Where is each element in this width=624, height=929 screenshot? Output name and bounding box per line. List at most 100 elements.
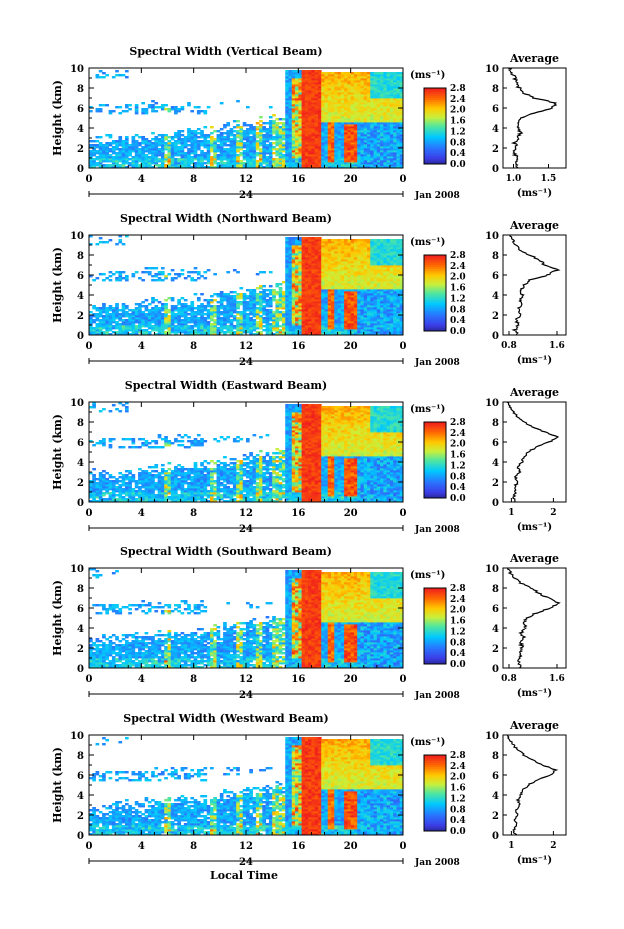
heatmap-cell	[327, 106, 332, 109]
heatmap-cell	[383, 84, 388, 87]
heatmap-cell	[363, 110, 368, 113]
heatmap-cell	[177, 136, 181, 139]
heatmap-cell	[105, 160, 110, 163]
heatmap-cell	[111, 313, 116, 316]
heatmap-cell	[304, 96, 309, 99]
heatmap-cell	[268, 297, 273, 300]
heatmap-cell	[223, 150, 227, 153]
heatmap-cell	[89, 146, 93, 149]
heatmap-cell	[367, 142, 371, 145]
heatmap-cell	[141, 148, 145, 151]
heatmap-cell	[160, 146, 165, 149]
heatmap-cell	[396, 108, 401, 111]
heatmap-cell	[92, 313, 96, 316]
heatmap-cell	[98, 76, 103, 79]
heatmap-cell	[131, 162, 136, 165]
heatmap-cell	[203, 305, 208, 308]
heatmap-cell	[160, 148, 165, 151]
heatmap-cell	[200, 136, 204, 139]
heatmap-cell	[317, 96, 322, 99]
heatmap-cell	[357, 82, 361, 85]
heatmap-cell	[347, 100, 352, 103]
heatmap-cell	[144, 166, 149, 169]
heatmap-cell	[298, 72, 302, 75]
heatmap-cell	[308, 106, 312, 109]
heatmap-cell	[285, 160, 289, 163]
heatmap-cell	[324, 140, 329, 143]
heatmap-cell	[324, 106, 329, 109]
heatmap-cell	[353, 106, 358, 109]
heatmap-cell	[304, 114, 309, 117]
heatmap-cell	[111, 317, 116, 320]
heatmap-cell	[174, 273, 178, 276]
heatmap-cell	[357, 158, 361, 161]
heatmap-cell	[108, 319, 113, 322]
heatmap-cell	[327, 144, 332, 147]
heatmap-cell	[321, 98, 325, 101]
heatmap-cell	[370, 108, 374, 111]
heatmap-cell	[353, 160, 358, 163]
heatmap-cell	[373, 108, 378, 111]
heatmap-cell	[141, 150, 145, 153]
colorbar-swatch	[424, 95, 446, 98]
heatmap-cell	[298, 154, 302, 157]
heatmap-cell	[281, 166, 286, 169]
heatmap-cell	[301, 120, 306, 123]
heatmap-cell	[268, 132, 273, 135]
heatmap-cell	[363, 146, 368, 149]
heatmap-cell	[376, 74, 381, 77]
heatmap-cell	[89, 160, 93, 163]
heatmap-cell	[108, 321, 113, 324]
heatmap-cell	[301, 74, 306, 77]
heatmap-cell	[124, 140, 129, 143]
heatmap-cell	[367, 164, 371, 167]
heatmap-cell	[154, 142, 159, 145]
heatmap-cell	[304, 88, 309, 91]
heatmap-cell	[337, 144, 342, 147]
heatmap-cell	[281, 138, 286, 141]
heatmap-cell	[337, 158, 342, 161]
heatmap-cell	[288, 146, 293, 149]
heatmap-cell	[389, 128, 394, 131]
heatmap-cell	[367, 76, 371, 79]
heatmap-cell	[246, 132, 250, 135]
heatmap-cell	[223, 152, 227, 155]
heatmap-cell	[389, 166, 394, 169]
heatmap-cell	[278, 142, 283, 145]
heatmap-cell	[337, 126, 342, 129]
heatmap-cell	[344, 128, 348, 131]
heatmap-cell	[327, 112, 332, 115]
heatmap-cell	[210, 132, 214, 135]
heatmap-cell	[206, 162, 211, 165]
heatmap-cell	[108, 317, 113, 320]
heatmap-cell	[357, 100, 361, 103]
heatmap-cell	[317, 144, 322, 147]
heatmap-cell	[272, 136, 276, 139]
heatmap-cell	[219, 140, 224, 143]
colorbar-swatch	[424, 141, 446, 144]
heatmap-cell	[337, 92, 342, 95]
heatmap-cell	[98, 164, 103, 167]
heatmap-cell	[363, 154, 368, 157]
heatmap-cell	[226, 124, 231, 127]
heatmap-cell	[357, 134, 361, 137]
heatmap-cell	[304, 116, 309, 119]
heatmap-cell	[344, 239, 348, 242]
heatmap-cell	[344, 76, 348, 79]
heatmap-cell	[291, 80, 296, 83]
heatmap-cell	[298, 82, 302, 85]
heatmap-cell	[138, 152, 142, 155]
heatmap-cell	[383, 110, 388, 113]
heatmap-cell	[118, 319, 123, 322]
heatmap-cell	[360, 82, 365, 85]
heatmap-cell	[370, 96, 374, 99]
heatmap-cell	[353, 72, 358, 75]
heatmap-cell	[383, 164, 388, 167]
heatmap-cell	[160, 150, 165, 153]
heatmap-cell	[350, 166, 355, 169]
heatmap-cell	[252, 138, 257, 141]
heatmap-cell	[321, 154, 325, 157]
heatmap-cell	[219, 144, 224, 147]
heatmap-cell	[213, 150, 217, 153]
heatmap-cell	[138, 144, 142, 147]
